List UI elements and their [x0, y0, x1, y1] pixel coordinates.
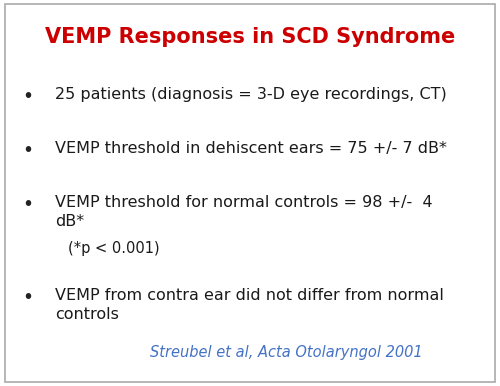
Text: VEMP Responses in SCD Syndrome: VEMP Responses in SCD Syndrome: [45, 27, 455, 47]
Text: VEMP from contra ear did not differ from normal
controls: VEMP from contra ear did not differ from…: [55, 288, 444, 322]
Text: •: •: [22, 288, 33, 306]
Text: •: •: [22, 141, 33, 160]
Text: Streubel et al, Acta Otolaryngol 2001: Streubel et al, Acta Otolaryngol 2001: [150, 345, 422, 361]
Text: 25 patients (diagnosis = 3-D eye recordings, CT): 25 patients (diagnosis = 3-D eye recordi…: [55, 87, 447, 102]
Text: VEMP threshold for normal controls = 98 +/-  4
dB*: VEMP threshold for normal controls = 98 …: [55, 195, 432, 229]
Text: •: •: [22, 87, 33, 106]
Text: VEMP threshold in dehiscent ears = 75 +/- 7 dB*: VEMP threshold in dehiscent ears = 75 +/…: [55, 141, 447, 156]
Text: (*p < 0.001): (*p < 0.001): [68, 241, 159, 256]
Text: •: •: [22, 195, 33, 214]
